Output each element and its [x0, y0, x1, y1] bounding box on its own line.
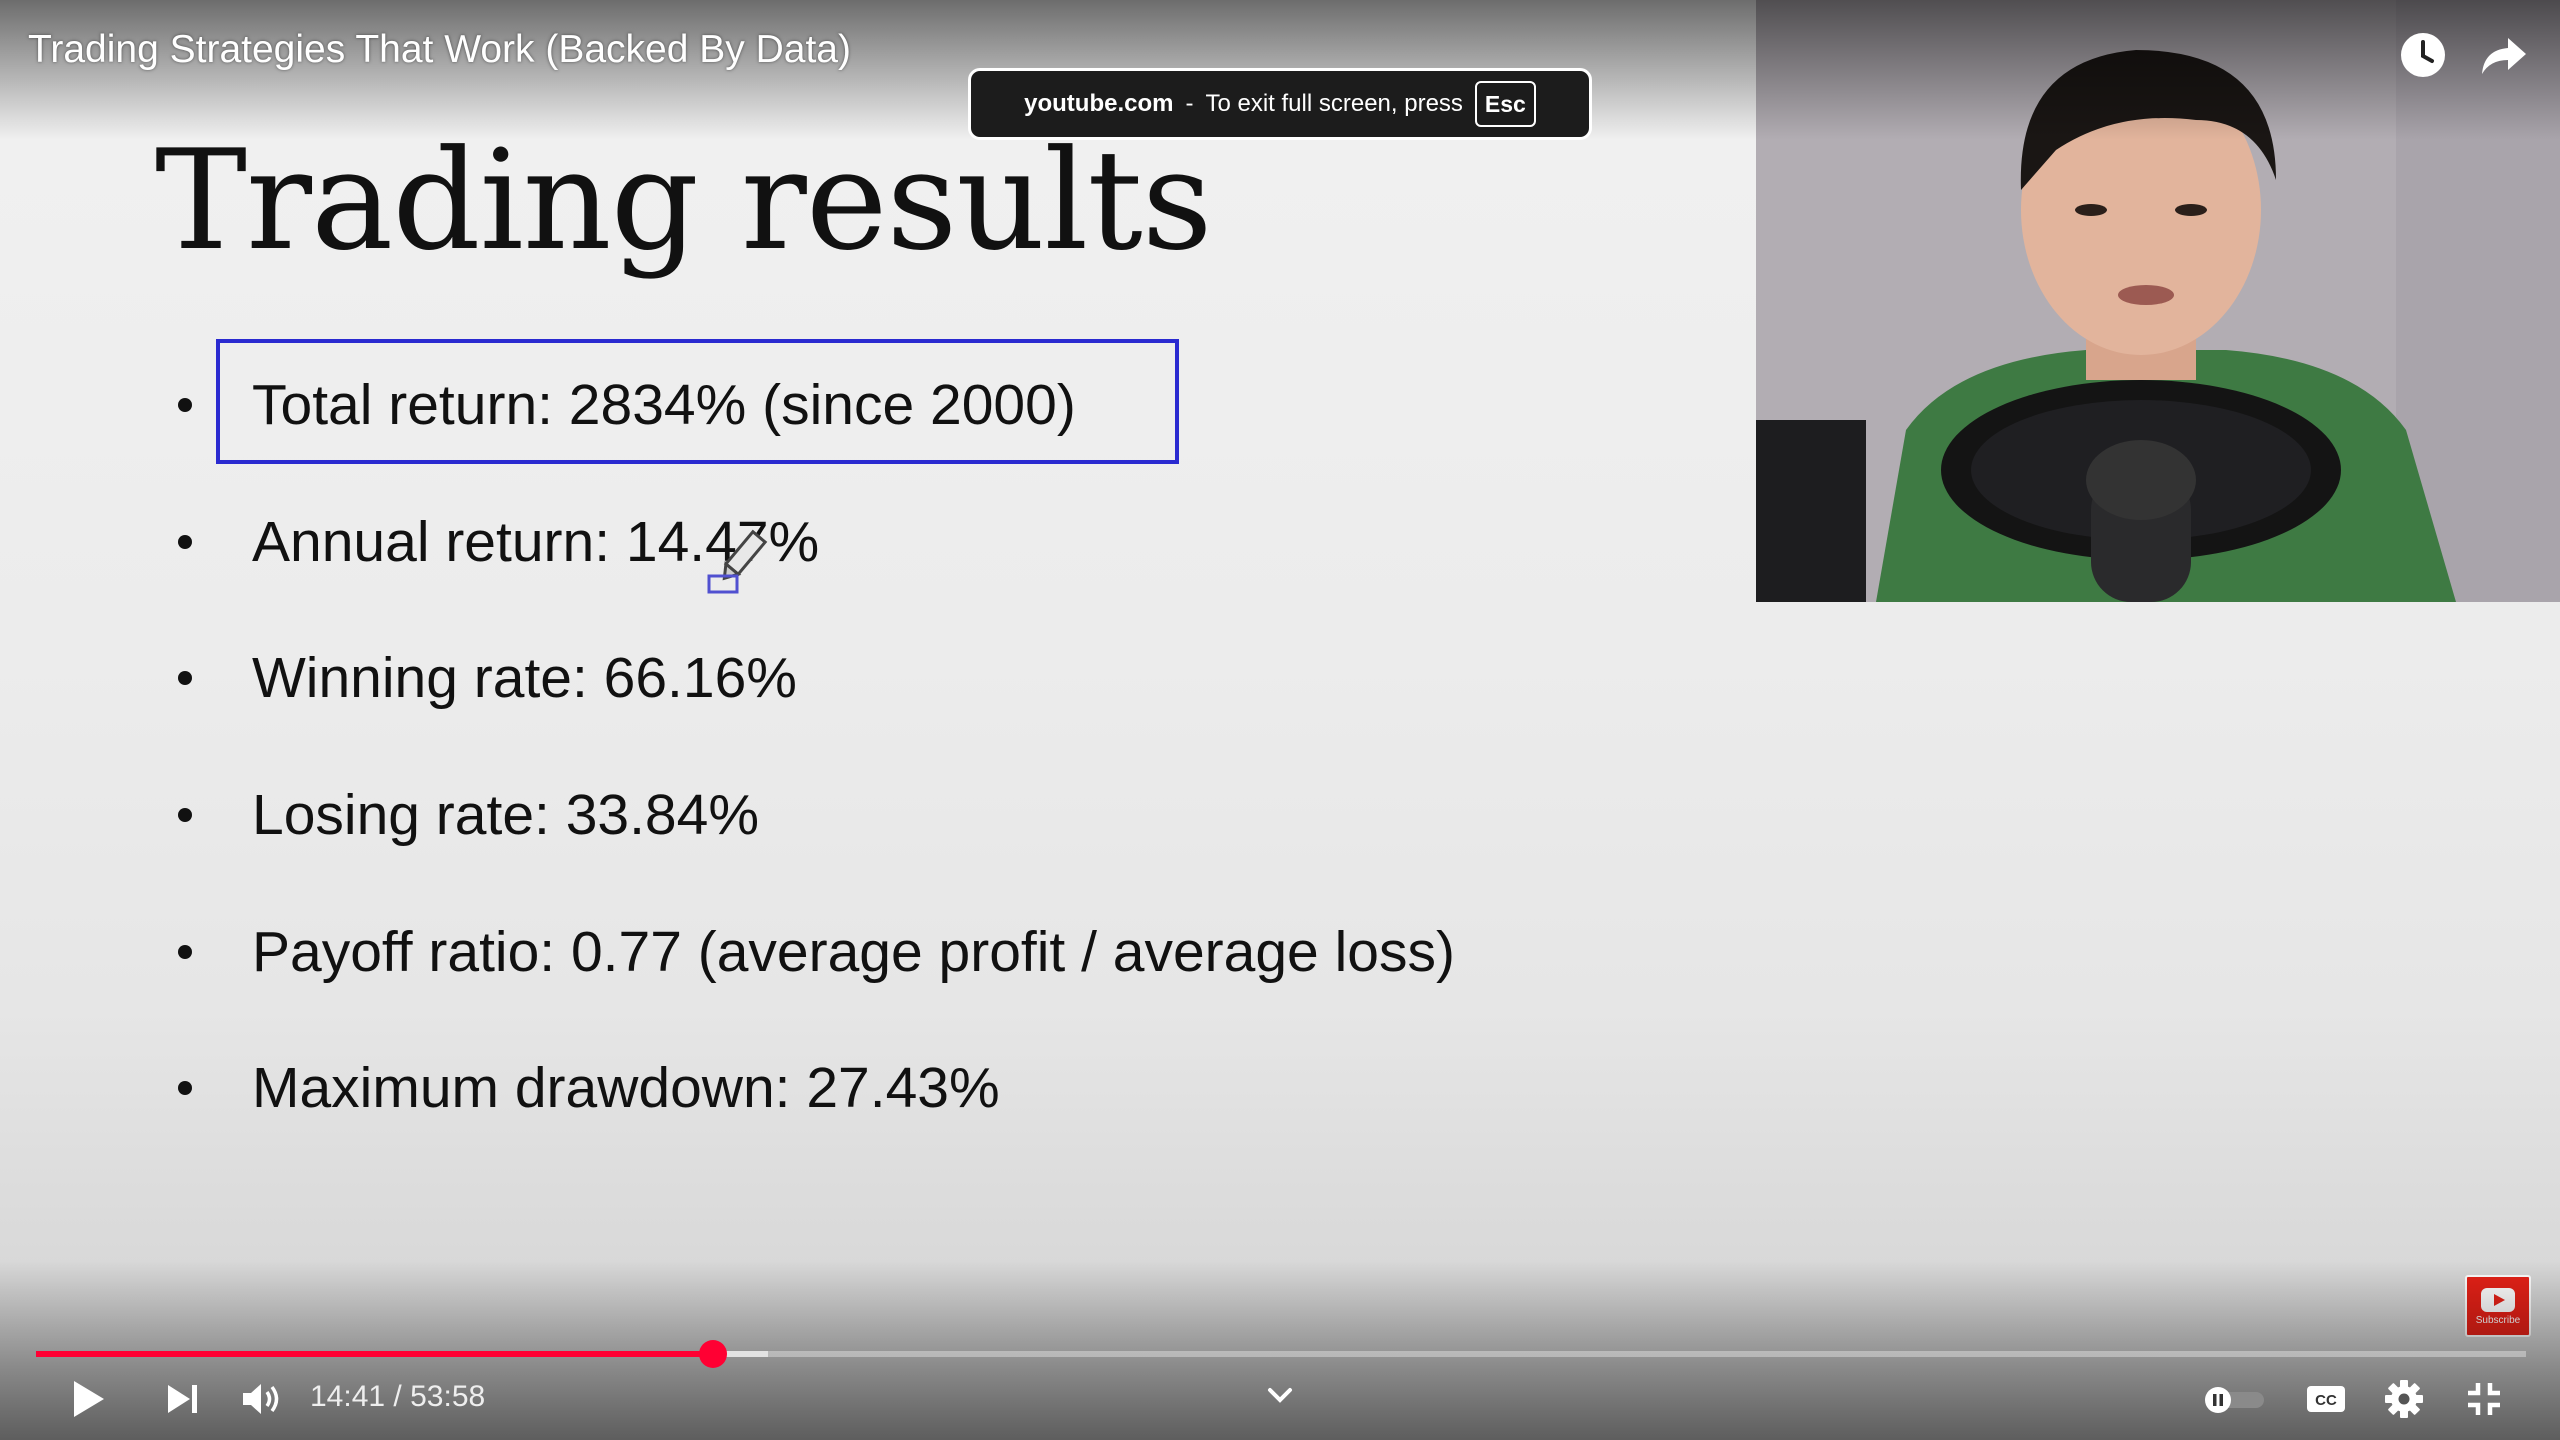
- progress-played: [36, 1351, 714, 1357]
- time-current: 14:41: [310, 1380, 386, 1413]
- slide-bullet-total-return: Total return: 2834% (since 2000): [178, 360, 1076, 450]
- video-title[interactable]: Trading Strategies That Work (Backed By …: [28, 28, 851, 71]
- bullet-text: Losing rate: 33.84%: [252, 783, 760, 847]
- volume-button[interactable]: [232, 1370, 292, 1428]
- next-icon: [168, 1385, 197, 1413]
- progress-scrubber[interactable]: [699, 1340, 728, 1368]
- bullet-text: Maximum drawdown: 27.43%: [252, 1056, 1000, 1120]
- svg-text:CC: CC: [2315, 1392, 2337, 1409]
- bullet-dot: [178, 398, 192, 412]
- annotation-highlight-box: [216, 339, 1179, 464]
- pen-cursor-icon: [707, 529, 768, 594]
- fullscreen-exit-toast: youtube.com - To exit full screen, press…: [968, 68, 1592, 140]
- settings-button[interactable]: [2374, 1370, 2434, 1428]
- slide-bullet-winning-rate: Winning rate: 66.16%: [178, 633, 797, 723]
- progress-bar[interactable]: [36, 1351, 2526, 1357]
- bullet-dot: [178, 945, 192, 959]
- subscribe-watermark[interactable]: Subscribe: [2465, 1275, 2531, 1337]
- time-display: 14:41 / 53:58: [310, 1380, 485, 1414]
- next-button[interactable]: [152, 1370, 212, 1428]
- share-button[interactable]: [2470, 22, 2536, 88]
- bullet-text: Payoff ratio: 0.77 (average profit / ave…: [252, 920, 1455, 984]
- slide-bullet-losing-rate: Losing rate: 33.84%: [178, 770, 759, 860]
- bullet-text: Winning rate: 66.16%: [252, 646, 797, 710]
- bullet-dot: [178, 808, 192, 822]
- share-icon: [2482, 38, 2526, 74]
- slide-bullet-payoff-ratio: Payoff ratio: 0.77 (average profit / ave…: [178, 907, 1455, 997]
- autoplay-toggle-icon: [2205, 1387, 2264, 1413]
- chapter-chevron-icon[interactable]: [1262, 1380, 1298, 1410]
- toast-domain: youtube.com: [1024, 90, 1174, 117]
- youtube-logo-icon: [2481, 1287, 2515, 1312]
- slide-title: Trading results: [155, 120, 1213, 281]
- bullet-text: Total return: 2834% (since 2000): [252, 373, 1076, 437]
- watch-later-button[interactable]: [2390, 22, 2456, 88]
- slide-bullet-max-drawdown: Maximum drawdown: 27.43%: [178, 1043, 1000, 1133]
- toast-separator: -: [1185, 90, 1194, 117]
- captions-icon: CC: [2307, 1386, 2345, 1412]
- bullet-dot: [178, 671, 192, 685]
- play-icon: [74, 1381, 104, 1417]
- subscribe-label: Subscribe: [2475, 1314, 2521, 1326]
- webcam-overlay: [1756, 0, 2560, 602]
- volume-icon: [243, 1384, 279, 1414]
- bullet-dot: [178, 1081, 192, 1095]
- exit-fullscreen-button[interactable]: [2454, 1370, 2514, 1428]
- captions-button[interactable]: CC: [2296, 1370, 2356, 1428]
- exit-fullscreen-icon: [2468, 1383, 2500, 1415]
- presenter-image: [1756, 0, 2560, 602]
- settings-icon: [2385, 1380, 2423, 1418]
- play-button[interactable]: [58, 1370, 118, 1428]
- toast-message: To exit full screen, press: [1205, 90, 1463, 117]
- esc-key-badge: Esc: [1474, 81, 1536, 127]
- autoplay-toggle[interactable]: [2200, 1370, 2270, 1428]
- time-separator: /: [393, 1380, 402, 1413]
- time-total: 53:58: [410, 1380, 486, 1413]
- watch-later-icon: [2401, 33, 2445, 77]
- bullet-dot: [178, 535, 192, 549]
